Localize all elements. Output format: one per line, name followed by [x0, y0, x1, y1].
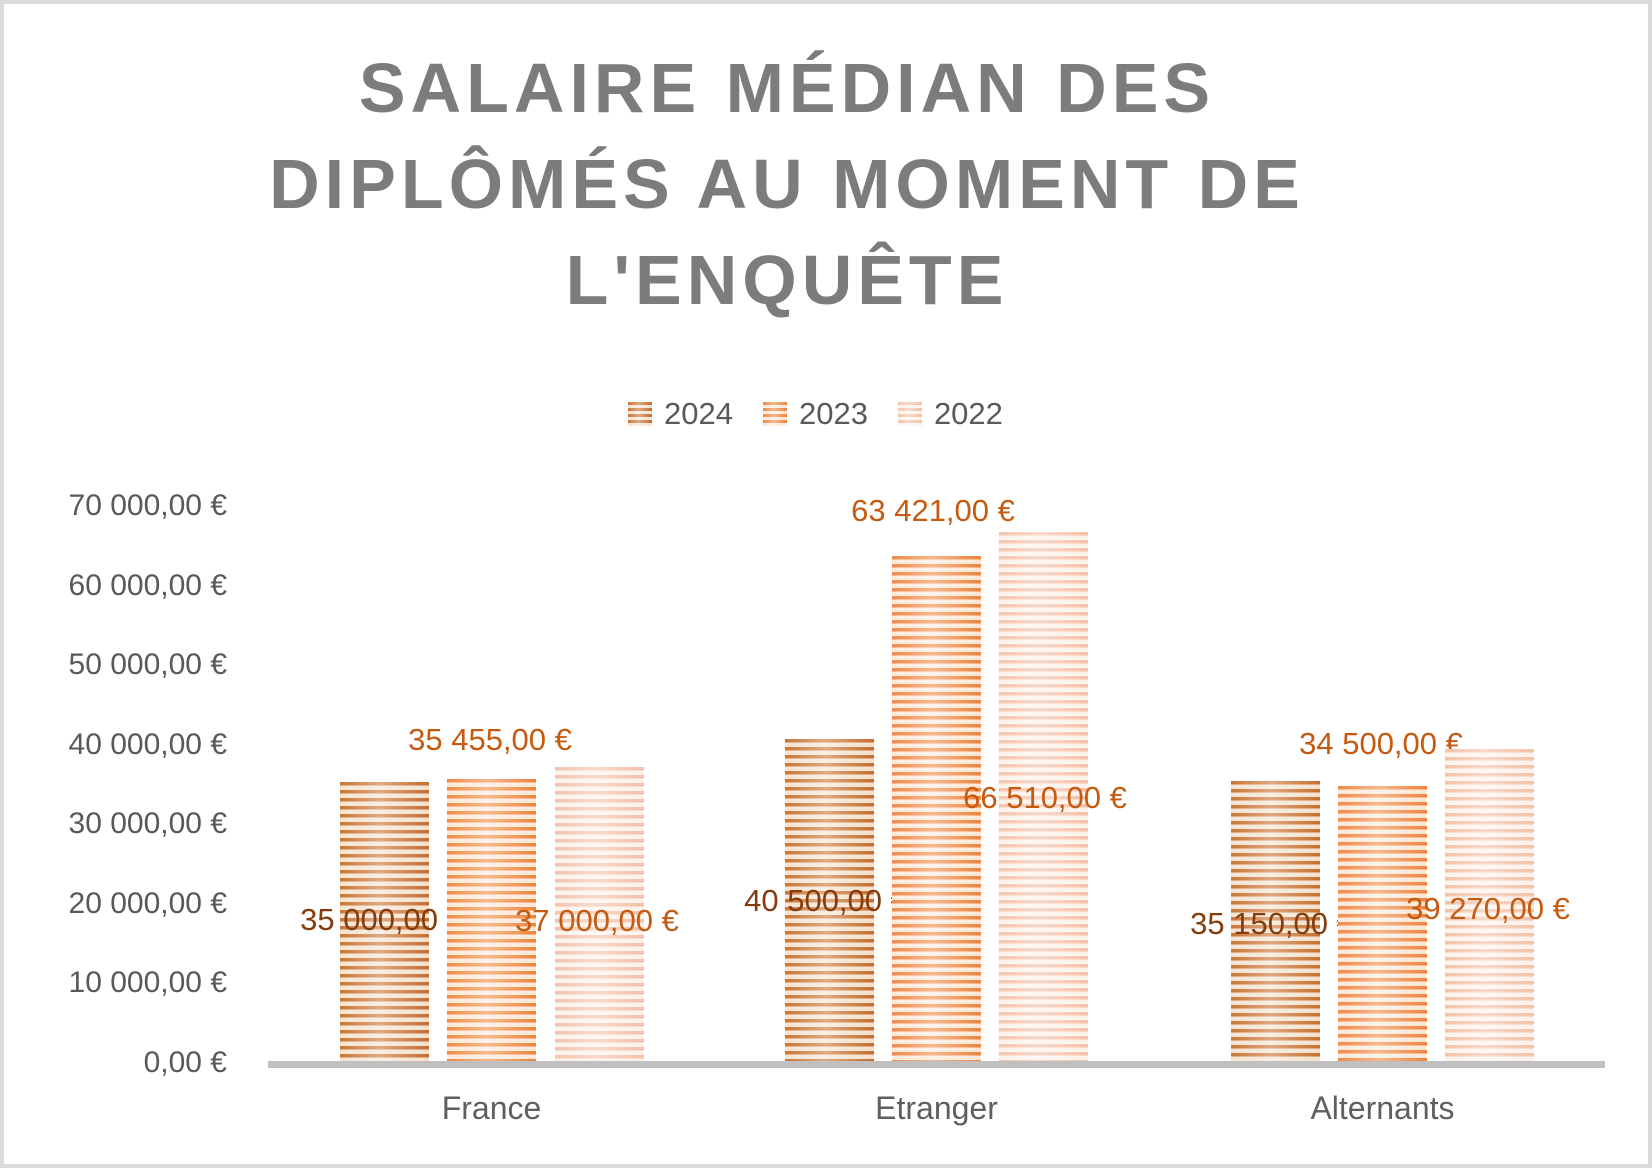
data-label-alternants-2022: 39 270,00 €	[1406, 891, 1570, 926]
y-axis-tick-label-20000: 20 000,00 €	[68, 886, 227, 920]
y-axis-tick-label-50000: 50 000,00 €	[68, 648, 227, 682]
chart-title-line-2: DIPLÔMÉS AU MOMENT DE	[269, 145, 1305, 223]
data-label-france-2022: 37 000,00 €	[515, 903, 679, 938]
y-axis-tick-label-10000: 10 000,00 €	[68, 966, 227, 1000]
legend-item-2023[interactable]: 2023	[762, 396, 868, 432]
data-label-etranger-2023: 63 421,00 €	[851, 493, 1015, 528]
category-label-france: France	[441, 1090, 542, 1126]
legend-label-2024: 2024	[664, 396, 733, 431]
bar-france-2023[interactable]	[447, 779, 536, 1061]
bar-alternants-2024[interactable]	[1231, 781, 1320, 1061]
y-axis-tick-label-40000: 40 000,00 €	[68, 727, 227, 761]
data-label-etranger-2024: 40 500,00 €	[744, 883, 908, 918]
legend-swatch-icon-2022	[897, 402, 922, 426]
legend-item-2022[interactable]: 2022	[897, 396, 1003, 432]
x-axis-line	[268, 1061, 1605, 1068]
data-label-alternants-2023: 34 500,00 €	[1299, 726, 1463, 761]
bar-etranger-2022[interactable]	[999, 532, 1088, 1061]
y-axis-tick-label-60000: 60 000,00 €	[68, 568, 227, 602]
chart-title-line-1: SALAIRE MÉDIAN DES	[358, 49, 1216, 127]
legend-item-2024[interactable]: 2024	[628, 396, 733, 432]
category-label-alternants: Alternants	[1310, 1090, 1455, 1126]
chart-title-line-3: L'ENQUÊTE	[565, 241, 1009, 319]
bar-france-2024[interactable]	[340, 782, 429, 1061]
data-label-france-2023: 35 455,00 €	[408, 722, 572, 757]
y-axis-tick-label-0: 0,00 €	[143, 1046, 227, 1079]
bar-alternants-2023[interactable]	[1338, 786, 1427, 1061]
legend-swatch-icon-2024	[628, 402, 652, 426]
data-label-etranger-2022: 66 510,00 €	[963, 780, 1127, 815]
y-axis-tick-label-30000: 30 000,00 €	[68, 807, 227, 841]
bar-france-2022[interactable]	[555, 767, 644, 1061]
data-label-alternants-2024: 35 150,00 €	[1190, 906, 1354, 941]
y-axis-tick-label-70000: 70 000,00 €	[68, 489, 227, 522]
chart-title: SALAIRE MÉDIAN DES DIPLÔMÉS AU MOMENT DE…	[4, 40, 1570, 328]
data-label-france-2024: 35 000,00 €	[300, 902, 464, 937]
bar-etranger-2024[interactable]	[785, 739, 874, 1061]
category-label-etranger: Etranger	[875, 1090, 998, 1126]
legend-swatch-icon-2023	[762, 402, 787, 426]
legend-label-2022: 2022	[933, 396, 1003, 431]
bar-alternants-2022[interactable]	[1445, 749, 1534, 1061]
chart-legend: 2024 2023 2022	[628, 396, 1003, 432]
bar-etranger-2023[interactable]	[892, 556, 981, 1061]
legend-label-2023: 2023	[798, 396, 868, 431]
